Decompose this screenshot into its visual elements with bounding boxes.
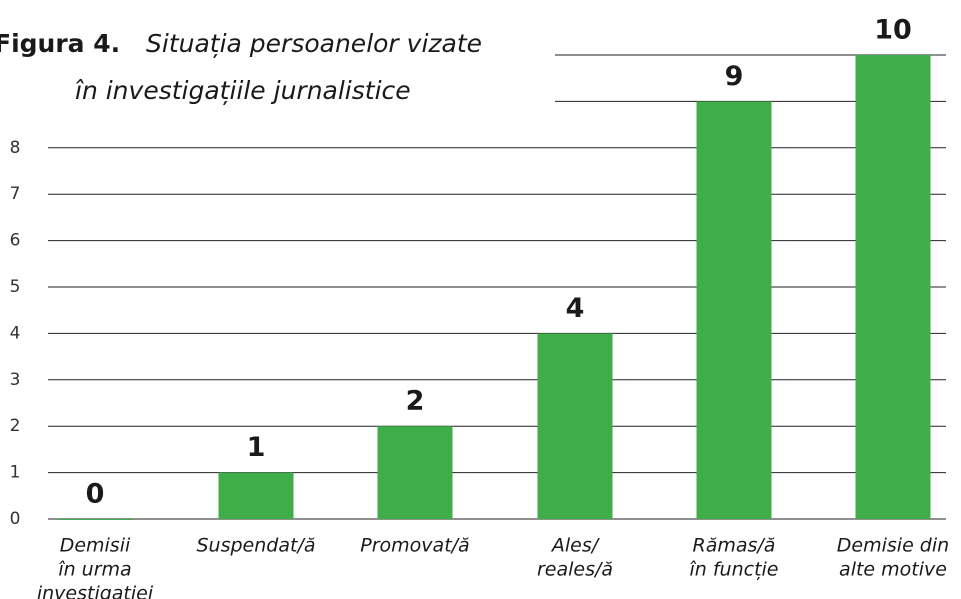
y-tick-label: 0 xyxy=(10,509,21,529)
x-tick-label: reales/ă xyxy=(537,559,613,581)
value-label: 2 xyxy=(406,386,425,417)
y-tick-label: 5 xyxy=(10,277,21,297)
y-tick-label: 6 xyxy=(10,231,21,251)
x-tick-label: Suspendat/ă xyxy=(197,535,316,557)
chart-title: în investigațiile jurnalistice xyxy=(75,76,411,105)
value-label: 10 xyxy=(874,15,912,46)
value-label: 0 xyxy=(86,479,105,510)
value-label: 1 xyxy=(247,432,266,463)
bar xyxy=(855,55,931,519)
bar xyxy=(377,426,453,519)
x-tick-label: Ales/ xyxy=(550,535,601,557)
bar xyxy=(218,472,294,519)
x-tick-label: alte motive xyxy=(839,559,947,581)
x-tick-label: Demisie din xyxy=(837,535,949,557)
bar xyxy=(537,333,613,519)
y-tick-label: 3 xyxy=(10,370,21,390)
x-tick-label: investigației xyxy=(37,583,154,599)
chart-title: Situația persoanelor vizate xyxy=(146,29,482,58)
x-tick-label: Demisii xyxy=(60,535,131,557)
x-tick-label: în urma xyxy=(58,559,131,581)
x-tick-label: Promovat/ă xyxy=(360,535,469,557)
y-tick-label: 8 xyxy=(10,138,21,158)
value-label: 9 xyxy=(725,61,744,92)
bar xyxy=(57,519,133,520)
x-tick-label: Rămas/ă xyxy=(693,535,776,557)
y-tick-label: 7 xyxy=(10,184,21,204)
y-tick-label: 4 xyxy=(10,323,21,343)
title-backing xyxy=(0,0,555,125)
y-tick-label: 2 xyxy=(10,416,21,436)
y-tick-label: 1 xyxy=(10,463,21,483)
value-label: 4 xyxy=(566,293,585,324)
bar xyxy=(696,101,772,520)
x-tick-label: în funcție xyxy=(690,559,779,581)
figure-label: Figura 4. xyxy=(0,29,120,58)
